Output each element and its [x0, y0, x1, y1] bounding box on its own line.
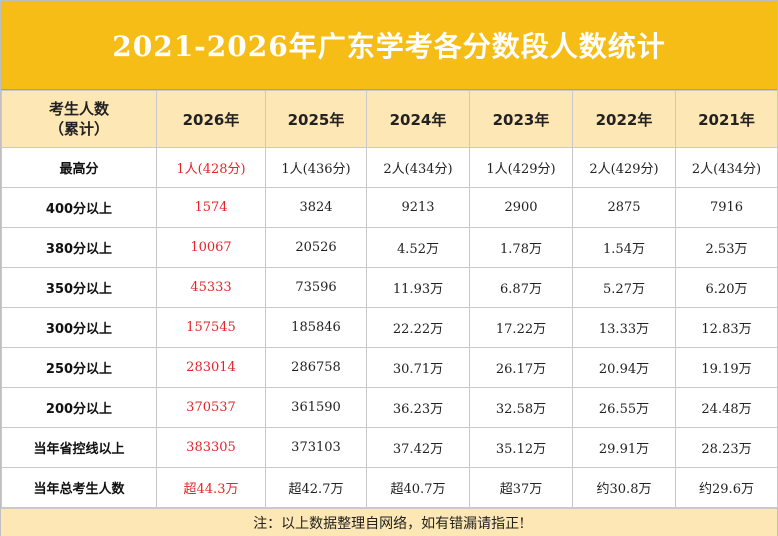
table-cell: 20526 — [265, 227, 367, 268]
table-cell: 7916 — [675, 187, 778, 228]
table-row: 250分以上 283014 286758 30.71万 26.17万 20.94万 19.1… — [1, 347, 778, 388]
table-cell: 超42.7万 — [265, 467, 367, 508]
cell-2026: 45333 — [156, 267, 266, 308]
row-label: 最高分 — [1, 147, 157, 188]
table-cell: 1.54万 — [572, 227, 676, 268]
table-cell: 19.19万 — [675, 347, 778, 388]
table-cell: 32.58万 — [469, 387, 573, 428]
table-row: 200分以上 370537 361590 36.23万 32.58万 26.55万 24.4… — [1, 387, 778, 428]
cell-2026: 383305 — [156, 427, 266, 468]
title-banner: 2021-2026年广东学考各分数段人数统计 — [1, 1, 777, 90]
table-cell: 约30.8万 — [572, 467, 676, 508]
table-cell: 超40.7万 — [366, 467, 470, 508]
row-label: 380分以上 — [1, 227, 157, 268]
cell-2026: 超44.3万 — [156, 467, 266, 508]
table-cell: 9213 — [366, 187, 470, 228]
row-label: 当年总考生人数 — [1, 467, 157, 508]
table-cell: 2875 — [572, 187, 676, 228]
table-cell: 2人(429分) — [572, 147, 676, 188]
table-cell: 36.23万 — [366, 387, 470, 428]
corner-header: 考生人数 （累计） — [1, 90, 157, 148]
table-cell: 28.23万 — [675, 427, 778, 468]
cell-2026: 283014 — [156, 347, 266, 388]
table-cell: 24.48万 — [675, 387, 778, 428]
table-cell: 2人(434分) — [366, 147, 470, 188]
table-cell: 超37万 — [469, 467, 573, 508]
header-row: 考生人数 （累计） 2026年 2025年 2024年 2023年 2022年 … — [1, 90, 778, 148]
table-row: 400分以上 1574 3824 9213 2900 2875 7916 — [1, 187, 778, 228]
table-cell: 1人(429分) — [469, 147, 573, 188]
table-cell: 26.17万 — [469, 347, 573, 388]
table-cell: 373103 — [265, 427, 367, 468]
table-cell: 20.94万 — [572, 347, 676, 388]
table-cell: 37.42万 — [366, 427, 470, 468]
row-label: 400分以上 — [1, 187, 157, 228]
table-cell: 11.93万 — [366, 267, 470, 308]
table-cell: 185846 — [265, 307, 367, 348]
table-cell: 26.55万 — [572, 387, 676, 428]
table-cell: 17.22万 — [469, 307, 573, 348]
row-label: 当年省控线以上 — [1, 427, 157, 468]
table-cell: 12.83万 — [675, 307, 778, 348]
year-header: 2021年 — [675, 90, 778, 148]
table-cell: 6.87万 — [469, 267, 573, 308]
table-cell: 286758 — [265, 347, 367, 388]
table-cell: 1.78万 — [469, 227, 573, 268]
cell-2026: 1574 — [156, 187, 266, 228]
table-cell: 3824 — [265, 187, 367, 228]
cell-2026: 370537 — [156, 387, 266, 428]
table-row: 当年总考生人数 超44.3万 超42.7万 超40.7万 超37万 约30.8万 约29.6… — [1, 467, 778, 508]
cell-2026: 10067 — [156, 227, 266, 268]
table-row: 380分以上 10067 20526 4.52万 1.78万 1.54万 2.53万 — [1, 227, 778, 268]
year-header: 2024年 — [366, 90, 470, 148]
year-header: 2023年 — [469, 90, 573, 148]
table-cell: 2.53万 — [675, 227, 778, 268]
table-cell: 22.22万 — [366, 307, 470, 348]
corner-sublabel: （累计） — [48, 120, 109, 138]
table-row: 最高分 1人(428分) 1人(436分) 2人(434分) 1人(429分) 2人(42… — [1, 147, 778, 188]
table-cell: 29.91万 — [572, 427, 676, 468]
corner-label: 考生人数 — [48, 100, 109, 118]
row-label: 300分以上 — [1, 307, 157, 348]
table-cell: 30.71万 — [366, 347, 470, 388]
table-cell: 73596 — [265, 267, 367, 308]
table-cell: 2900 — [469, 187, 573, 228]
table-cell: 5.27万 — [572, 267, 676, 308]
cell-2026: 157545 — [156, 307, 266, 348]
page-title: 2021-2026年广东学考各分数段人数统计 — [112, 30, 666, 63]
cell-2026: 1人(428分) — [156, 147, 266, 188]
year-header: 2022年 — [572, 90, 676, 148]
table-row: 300分以上 157545 185846 22.22万 17.22万 13.33万 12.8… — [1, 307, 778, 348]
table-cell: 13.33万 — [572, 307, 676, 348]
row-label: 250分以上 — [1, 347, 157, 388]
table-cell: 约29.6万 — [675, 467, 778, 508]
year-header: 2026年 — [156, 90, 266, 148]
table-cell: 1人(436分) — [265, 147, 367, 188]
table-row: 350分以上 45333 73596 11.93万 6.87万 5.27万 6.20万 — [1, 267, 778, 308]
table-row: 当年省控线以上 383305 373103 37.42万 35.12万 29.91万 28.… — [1, 427, 778, 468]
table-cell: 4.52万 — [366, 227, 470, 268]
score-stats-table: 考生人数 （累计） 2026年 2025年 2024年 2023年 2022年 … — [1, 90, 778, 508]
footer-note: 注：以上数据整理自网络，如有错漏请指正! — [1, 508, 777, 536]
table-cell: 35.12万 — [469, 427, 573, 468]
year-header: 2025年 — [265, 90, 367, 148]
row-label: 350分以上 — [1, 267, 157, 308]
table-cell: 2人(434分) — [675, 147, 778, 188]
row-label: 200分以上 — [1, 387, 157, 428]
table-cell: 6.20万 — [675, 267, 778, 308]
table-cell: 361590 — [265, 387, 367, 428]
